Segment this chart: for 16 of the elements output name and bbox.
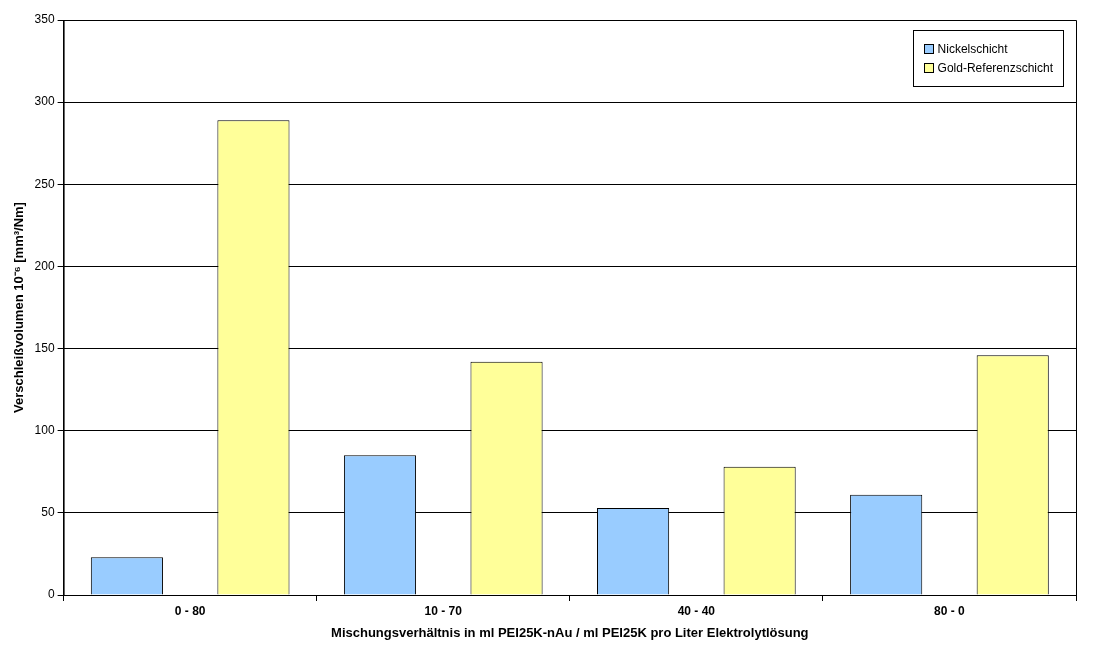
y-tick-label: 100	[34, 423, 55, 438]
y-tick-label: 350	[34, 12, 55, 27]
y-tick-label: 50	[41, 505, 55, 520]
x-tick-label: 80 - 0	[934, 603, 966, 618]
legend-label: Gold-Referenzschicht	[937, 61, 1053, 75]
y-tick-label: 250	[34, 176, 55, 191]
x-axis-title: Mischungsverhältnis in ml PEI25K-nAu / ml PEI25K pro Liter Elektrolytlösung	[331, 624, 809, 640]
y-tick-label: 300	[34, 94, 55, 109]
y-tick-label: 150	[34, 340, 55, 355]
legend-label: Nickelschicht	[937, 42, 1008, 56]
y-tick-label: 200	[34, 258, 55, 273]
x-tick-label: 10 - 70	[424, 603, 463, 618]
x-tick-label: 40 - 40	[677, 603, 716, 618]
y-tick-label: 0	[47, 587, 55, 602]
x-tick-label: 0 - 80	[174, 603, 206, 618]
y-axis-title: Verschleißvolumen 10⁻⁶ [mm³/Nm]	[11, 202, 27, 413]
